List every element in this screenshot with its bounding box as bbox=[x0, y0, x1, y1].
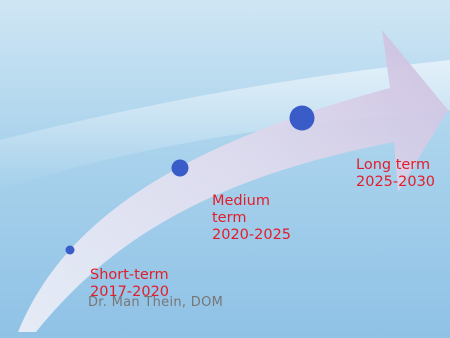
stage-marker-short-term bbox=[65, 245, 75, 255]
arrow-body bbox=[18, 30, 448, 332]
short-term-label: Short-term 2017-2020 bbox=[90, 267, 170, 300]
stage-marker-long-term bbox=[289, 105, 315, 131]
stage-marker-medium-term bbox=[171, 159, 189, 177]
author-credit: Dr. Man Thein, DOM bbox=[88, 295, 224, 310]
medium-term-label: Medium term 2020-2025 bbox=[212, 193, 292, 243]
long-term-label: Long term 2025-2030 bbox=[356, 157, 436, 190]
